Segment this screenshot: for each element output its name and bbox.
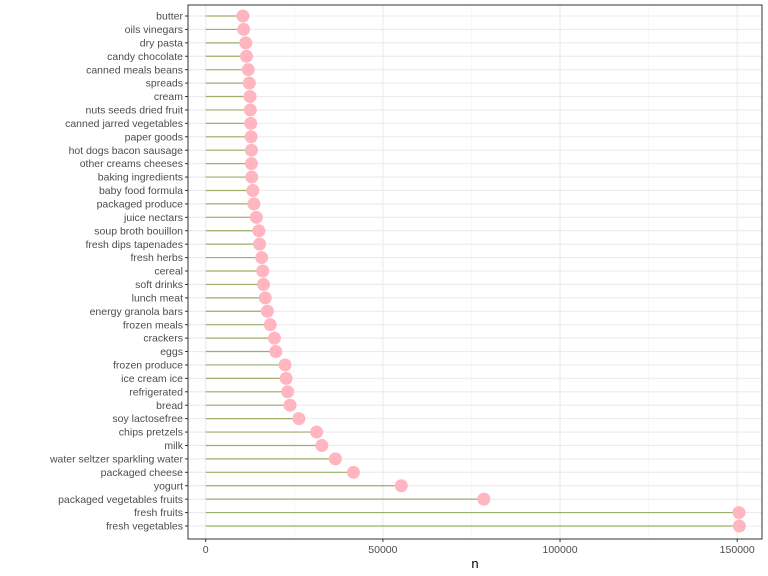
x-tick-label: 0 <box>203 544 209 556</box>
lollipop-stems <box>205 15 740 527</box>
y-tick-label: nuts seeds dried fruit <box>86 105 184 117</box>
y-tick-label: refrigerated <box>129 386 183 398</box>
y-tick-label: baby food formula <box>99 185 183 197</box>
lollipop-point <box>346 465 360 479</box>
x-tick-label: 100000 <box>543 544 578 556</box>
lollipop-point <box>310 425 324 439</box>
y-tick-label: baking ingredients <box>98 172 183 184</box>
y-tick-label: water seltzer sparkling water <box>49 453 184 465</box>
plot-background <box>188 5 762 539</box>
y-tick-label: frozen produce <box>113 360 183 372</box>
y-tick-label: milk <box>164 440 183 452</box>
y-tick-label: oils vinegars <box>125 24 183 36</box>
x-axis-ticks: 0 50000 100000 150000 <box>203 539 755 556</box>
lollipop-point <box>315 438 329 452</box>
y-tick-label: fresh fruits <box>134 507 183 519</box>
lollipop-point <box>244 157 258 171</box>
y-tick-label: packaged vegetables fruits <box>58 494 183 506</box>
lollipop-point <box>243 103 257 117</box>
lollipop-point <box>269 345 283 359</box>
lollipop-point <box>239 36 253 50</box>
y-tick-label: soft drinks <box>135 279 183 291</box>
y-tick-label: ice cream ice <box>121 373 183 385</box>
lollipop-point <box>256 277 270 291</box>
lollipop-point <box>267 331 281 345</box>
lollipop-point <box>281 385 295 399</box>
y-tick-label: paper goods <box>125 131 183 143</box>
y-tick-label: bread <box>156 400 183 412</box>
y-tick-label: yogurt <box>154 480 183 492</box>
lollipop-point <box>252 224 266 238</box>
lollipop-point <box>249 210 263 224</box>
lollipop-point <box>278 358 292 372</box>
lollipop-point <box>236 9 250 23</box>
y-tick-label: lunch meat <box>132 292 183 304</box>
lollipop-point <box>279 371 293 385</box>
lollipop-point <box>246 183 260 197</box>
y-tick-label: canned meals beans <box>86 64 183 76</box>
lollipop-point <box>263 318 277 332</box>
lollipop-point <box>242 76 256 90</box>
lollipop-point <box>292 412 306 426</box>
lollipop-point <box>244 130 258 144</box>
y-tick-label: fresh herbs <box>130 252 183 264</box>
lollipop-point <box>732 506 746 520</box>
y-tick-label: energy granola bars <box>90 306 183 318</box>
y-tick-label: frozen meals <box>123 319 183 331</box>
y-tick-label: soup broth bouillon <box>94 225 183 237</box>
lollipop-point <box>477 492 491 506</box>
y-tick-label: dry pasta <box>140 37 183 49</box>
y-tick-label: chips pretzels <box>119 427 183 439</box>
y-tick-label: butter <box>156 11 183 23</box>
y-tick-label: other creams cheeses <box>80 158 183 170</box>
y-tick-label: fresh vegetables <box>106 521 183 533</box>
lollipop-point <box>237 22 251 36</box>
plot-panel-border <box>187 4 763 540</box>
lollipop-point <box>241 63 255 77</box>
lollipop-point <box>239 49 253 63</box>
x-tick-label: 150000 <box>720 544 755 556</box>
y-tick-label: soy lactosefree <box>112 413 183 425</box>
y-tick-label: candy chocolate <box>107 51 183 63</box>
y-tick-label: hot dogs bacon sausage <box>69 145 184 157</box>
y-tick-label: spreads <box>146 78 183 90</box>
lollipop-points <box>236 9 746 533</box>
y-tick-label: juice nectars <box>123 212 183 224</box>
y-tick-label: crackers <box>143 333 183 345</box>
y-tick-label: packaged produce <box>97 198 184 210</box>
lollipop-point <box>245 170 259 184</box>
lollipop-point <box>256 264 270 278</box>
lollipop-point <box>283 398 297 412</box>
x-tick-label: 50000 <box>368 544 397 556</box>
lollipop-point <box>244 143 258 157</box>
y-tick-label: canned jarred vegetables <box>65 118 183 130</box>
lollipop-point <box>258 291 272 305</box>
lollipop-point <box>247 197 261 211</box>
y-tick-label: fresh dips tapenades <box>86 239 183 251</box>
lollipop-point <box>253 237 267 251</box>
lollipop-point <box>732 519 746 533</box>
lollipop-point <box>328 452 342 466</box>
y-tick-label: cream <box>154 91 183 103</box>
y-tick-label: packaged cheese <box>101 467 183 479</box>
lollipop-point <box>255 251 269 265</box>
y-tick-label: eggs <box>160 346 183 358</box>
x-axis-title: n <box>471 556 478 571</box>
y-tick-label: cereal <box>154 266 183 278</box>
lollipop-point <box>260 304 274 318</box>
lollipop-point <box>244 116 258 130</box>
lollipop-point <box>394 479 408 493</box>
lollipop-point <box>243 90 257 104</box>
